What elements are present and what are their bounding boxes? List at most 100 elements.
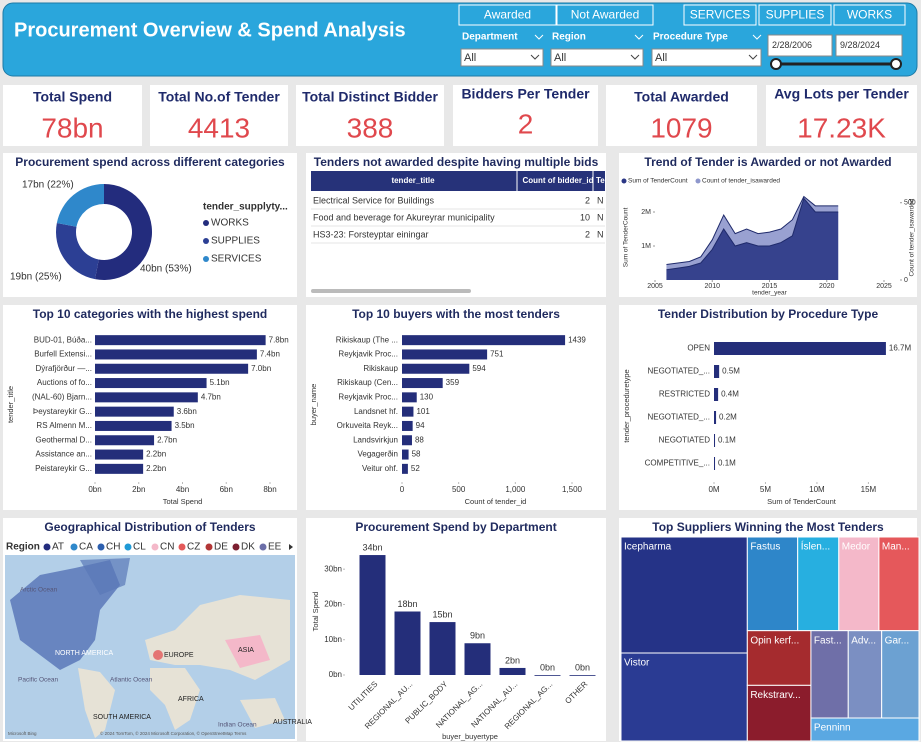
filter-button-label[interactable]: Not Awarded bbox=[571, 8, 640, 22]
data-label: 4.7bn bbox=[201, 392, 221, 401]
kpi-label: Total Spend bbox=[33, 89, 112, 105]
column-header: tender_title bbox=[391, 176, 435, 185]
bar bbox=[95, 463, 144, 474]
y-tick-label: Vegagerðin bbox=[358, 450, 398, 459]
y-tick-label: Geothermal D... bbox=[36, 435, 92, 444]
x-tick-label: 15M bbox=[861, 485, 877, 494]
x-axis-title: buyer_buyertype bbox=[442, 732, 498, 741]
panel bbox=[306, 518, 606, 741]
bar bbox=[394, 611, 421, 675]
filter-button[interactable] bbox=[833, 4, 906, 26]
legend-dot bbox=[695, 178, 701, 184]
bar bbox=[402, 420, 413, 431]
y2-tick-label: 0 bbox=[904, 277, 908, 284]
filter-button[interactable] bbox=[458, 4, 557, 26]
bar bbox=[402, 335, 566, 346]
legend-label: Count of tender_isawarded bbox=[702, 178, 780, 185]
filter-button[interactable] bbox=[758, 4, 832, 26]
tile-label: Gar... bbox=[885, 635, 909, 646]
filter-button-label[interactable]: Awarded bbox=[484, 8, 531, 22]
date-input[interactable] bbox=[767, 34, 833, 57]
cell: N bbox=[597, 212, 604, 222]
y-tick-label: Auctions of fo... bbox=[37, 378, 92, 387]
data-label: 130 bbox=[420, 392, 434, 401]
dropdown[interactable] bbox=[651, 48, 762, 67]
bar bbox=[499, 667, 526, 675]
x-tick-label: 5M bbox=[760, 485, 771, 494]
tile-label: Íslen... bbox=[801, 540, 830, 553]
legend-label: CL bbox=[133, 542, 146, 553]
y-tick-label: BUD-01, Búða... bbox=[34, 335, 92, 344]
column-header: Count of bidder_id bbox=[522, 176, 593, 185]
bar bbox=[95, 392, 198, 403]
legend-title: Region bbox=[6, 542, 40, 553]
y-axis-title: buyer_name bbox=[309, 384, 318, 426]
south-america bbox=[78, 668, 115, 738]
data-label: 52 bbox=[411, 464, 420, 473]
y-tick-label: 20bn bbox=[324, 600, 342, 609]
legend-dot bbox=[203, 238, 209, 244]
filter-button[interactable] bbox=[683, 4, 757, 26]
map-shapes bbox=[5, 555, 295, 739]
data-label: 0bn bbox=[540, 662, 555, 672]
data-label: 16.7M bbox=[889, 344, 912, 353]
bar bbox=[714, 342, 886, 355]
y-tick-label: NEGOTIATED bbox=[659, 436, 711, 445]
x-tick-label: 2bn bbox=[132, 485, 145, 494]
y-axis-title: Total Spend bbox=[311, 592, 320, 632]
data-label: 17bn (22%) bbox=[22, 180, 74, 191]
filter-button-label[interactable]: SERVICES bbox=[690, 8, 750, 22]
y-tick-label: Orkuveita Reyk... bbox=[337, 421, 398, 430]
date-value: 9/28/2024 bbox=[840, 40, 880, 50]
y-tick-label: Reykjavik Proc... bbox=[338, 392, 398, 401]
data-label: 2bn bbox=[505, 655, 520, 665]
kpi-label: Total Awarded bbox=[634, 89, 729, 105]
map-label: AUSTRALIA bbox=[273, 719, 312, 726]
area-line bbox=[666, 195, 839, 266]
tile-label: Rekstrarv... bbox=[750, 690, 800, 701]
y-tick-label: Assistance an... bbox=[36, 450, 92, 459]
panel-title: Top 10 buyers with the most tenders bbox=[352, 307, 560, 321]
date-input[interactable] bbox=[835, 34, 903, 57]
dropdown[interactable] bbox=[550, 48, 644, 67]
filter-button-label[interactable]: WORKS bbox=[847, 8, 892, 22]
data-label: 5.1bn bbox=[210, 378, 230, 387]
x-axis-title: Sum of TenderCount bbox=[767, 497, 837, 506]
dropdown-value: All bbox=[554, 52, 566, 64]
legend-dot bbox=[259, 543, 267, 551]
treemap-tile bbox=[847, 630, 883, 719]
map-label: Indian Ocean bbox=[218, 722, 257, 729]
x-tick-label: 2010 bbox=[704, 283, 720, 290]
filter-button[interactable] bbox=[556, 4, 654, 26]
x-axis-title: Total Spend bbox=[163, 497, 203, 506]
cell: HS3-23: Forsteyptar einingar bbox=[313, 229, 429, 239]
filter-button-label[interactable]: SUPPLIES bbox=[766, 8, 825, 22]
y-tick-label: NEGOTIATED_... bbox=[647, 367, 710, 376]
slider-handle[interactable] bbox=[890, 58, 902, 70]
legend-dot bbox=[203, 256, 209, 262]
panel-title: Top 10 categories with the highest spend bbox=[33, 307, 267, 321]
dropdown-value: All bbox=[464, 52, 476, 64]
data-label: 0.1M bbox=[718, 436, 736, 445]
area-line bbox=[666, 197, 839, 271]
y-tick-label: Peistareykir G... bbox=[35, 464, 92, 473]
y-tick-label: 0bn bbox=[329, 670, 342, 679]
legend-dot bbox=[70, 543, 78, 551]
dropdown[interactable] bbox=[460, 48, 544, 67]
data-label: 18bn bbox=[397, 599, 417, 609]
map-label: SOUTH AMERICA bbox=[93, 714, 151, 721]
y-axis-title: Sum of TenderCount bbox=[623, 208, 630, 268]
tile-label: Adv... bbox=[851, 635, 876, 646]
legend-title: tender_supplyty... bbox=[203, 202, 288, 213]
tile-label: Fast... bbox=[814, 635, 842, 646]
x-tick-label: 2020 bbox=[819, 283, 835, 290]
map-label: Atlantic Ocean bbox=[110, 677, 153, 684]
x-tick-label: 2015 bbox=[762, 283, 778, 290]
legend-dot bbox=[43, 543, 51, 551]
kpi-value: 1079 bbox=[650, 112, 712, 143]
slider-handle[interactable] bbox=[770, 58, 782, 70]
y-tick-label: 10bn bbox=[324, 635, 342, 644]
data-label: 94 bbox=[416, 421, 425, 430]
data-label: 751 bbox=[490, 350, 504, 359]
map-attribution: © 2024 TomTom, © 2024 Microsoft Corporat… bbox=[100, 730, 247, 736]
